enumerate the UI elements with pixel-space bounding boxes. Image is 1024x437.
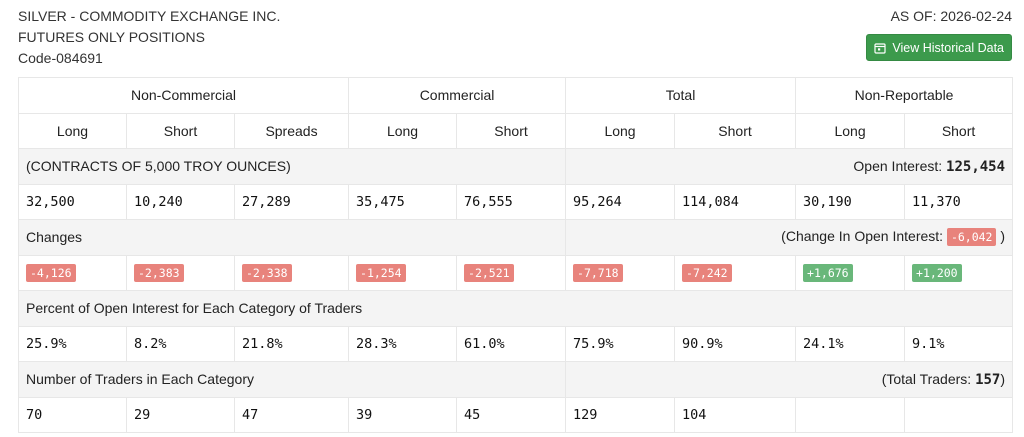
- table-cell: +1,200: [904, 254, 1014, 291]
- table-cell: 70: [18, 396, 127, 433]
- change-badge: +1,676: [803, 263, 853, 282]
- contracts-label: (CONTRACTS OF 5,000 TROY OUNCES): [17, 148, 567, 185]
- commodity-code: Code-084691: [18, 50, 103, 66]
- change-badge: -1,254: [356, 263, 406, 282]
- total-traders-suffix: ): [1000, 370, 1006, 387]
- change-badge: -4,126: [26, 263, 76, 282]
- table-cell: -1,254: [348, 254, 458, 291]
- col-comm-short: Short: [456, 112, 567, 149]
- table-cell: -7,242: [674, 254, 797, 291]
- table-cell: 95,264: [565, 183, 676, 220]
- percent-section-row: Percent of Open Interest for Each Catego…: [17, 290, 1014, 327]
- group-header-row: Non-Commercial Commercial Total Non-Repo…: [17, 77, 1014, 114]
- table-cell: -7,718: [565, 254, 676, 291]
- total-traders-prefix: (Total Traders:: [881, 370, 976, 387]
- changes-label: Changes: [17, 219, 567, 256]
- col-noncomm-long: Long: [18, 112, 127, 149]
- col-noncomm-spreads: Spreads: [233, 112, 350, 149]
- table-cell: 129: [565, 396, 676, 433]
- group-non-reportable: Non-Reportable: [795, 77, 1014, 114]
- table-cell: 27,289: [233, 183, 350, 220]
- table-cell: 30,190: [795, 183, 906, 220]
- table-cell: 76,555: [456, 183, 567, 220]
- col-nonrep-long: Long: [795, 112, 906, 149]
- column-header-row: Long Short Spreads Long Short Long Short…: [18, 112, 1014, 149]
- change-badge: +1,200: [912, 263, 962, 282]
- col-total-short: Short: [674, 112, 797, 149]
- calendar-icon: [874, 42, 886, 54]
- open-interest-value: 125,454: [946, 158, 1006, 175]
- table-cell: 11,370: [904, 183, 1014, 220]
- table-cell: 61.0%: [456, 325, 567, 362]
- group-total: Total: [565, 77, 797, 114]
- table-cell: 9.1%: [904, 325, 1014, 362]
- percent-label: Percent of Open Interest for Each Catego…: [17, 290, 1014, 327]
- table-cell: 104: [674, 396, 797, 433]
- changes-section-row: Changes (Change In Open Interest: -6,042…: [17, 219, 1014, 256]
- position-type: FUTURES ONLY POSITIONS: [18, 29, 205, 45]
- table-cell: 21.8%: [233, 325, 350, 362]
- table-cell: 28.3%: [348, 325, 458, 362]
- view-historical-data-button[interactable]: View Historical Data: [866, 34, 1012, 61]
- table-cell: 39: [348, 396, 458, 433]
- table-cell: +1,676: [795, 254, 906, 291]
- table-cell: [795, 396, 906, 433]
- table-cell: 8.2%: [126, 325, 235, 362]
- change-badge: -7,718: [573, 263, 623, 282]
- col-comm-long: Long: [348, 112, 458, 149]
- total-traders: (Total Traders: 157): [565, 361, 1014, 398]
- contracts-values-row: 32,500 10,240 27,289 35,475 76,555 95,26…: [18, 183, 1014, 220]
- table-cell: 29: [126, 396, 235, 433]
- change-oi-suffix: ): [996, 228, 1006, 245]
- open-interest-label: Open Interest:: [853, 157, 947, 174]
- col-nonrep-short: Short: [904, 112, 1014, 149]
- group-non-commercial: Non-Commercial: [17, 77, 350, 114]
- open-interest: Open Interest: 125,454: [565, 148, 1014, 185]
- col-noncomm-short: Short: [126, 112, 235, 149]
- table-cell: 90.9%: [674, 325, 797, 362]
- as-of-date: AS OF: 2026-02-24: [890, 8, 1012, 24]
- table-cell: 24.1%: [795, 325, 906, 362]
- table-cell: 10,240: [126, 183, 235, 220]
- table-cell: 47: [233, 396, 350, 433]
- change-badge: -7,242: [682, 263, 732, 282]
- table-cell: -2,338: [233, 254, 350, 291]
- change-badge: -2,338: [242, 263, 292, 282]
- change-open-interest: (Change In Open Interest: -6,042 ): [565, 219, 1014, 256]
- table-cell: 32,500: [18, 183, 127, 220]
- report-header: SILVER - COMMODITY EXCHANGE INC. FUTURES…: [18, 6, 1012, 70]
- positions-table: Non-Commercial Commercial Total Non-Repo…: [17, 77, 1014, 433]
- change-badge: -2,383: [134, 263, 184, 282]
- contracts-section-row: (CONTRACTS OF 5,000 TROY OUNCES) Open In…: [17, 148, 1014, 185]
- changes-values-row: -4,126 -2,383 -2,338 -1,254 -2,521 -7,71…: [18, 254, 1014, 291]
- table-cell: 35,475: [348, 183, 458, 220]
- table-cell: 45: [456, 396, 567, 433]
- col-total-long: Long: [565, 112, 676, 149]
- percent-values-row: 25.9% 8.2% 21.8% 28.3% 61.0% 75.9% 90.9%…: [18, 325, 1014, 362]
- table-cell: -2,383: [126, 254, 235, 291]
- change-oi-badge: -6,042: [946, 228, 997, 247]
- report-title-block: SILVER - COMMODITY EXCHANGE INC. FUTURES…: [18, 6, 280, 69]
- table-cell: [904, 396, 1014, 433]
- table-cell: 114,084: [674, 183, 797, 220]
- table-cell: -4,126: [18, 254, 127, 291]
- table-cell: -2,521: [456, 254, 567, 291]
- group-commercial: Commercial: [348, 77, 567, 114]
- traders-label: Number of Traders in Each Category: [17, 361, 567, 398]
- traders-values-row: 70 29 47 39 45 129 104: [18, 396, 1014, 433]
- table-cell: 75.9%: [565, 325, 676, 362]
- table-cell: 25.9%: [18, 325, 127, 362]
- commodity-title: SILVER - COMMODITY EXCHANGE INC.: [18, 8, 281, 24]
- view-historical-data-label: View Historical Data: [892, 40, 1004, 55]
- traders-section-row: Number of Traders in Each Category (Tota…: [17, 361, 1014, 398]
- change-badge: -2,521: [464, 263, 514, 282]
- total-traders-value: 157: [975, 371, 1001, 388]
- change-oi-prefix: (Change In Open Interest:: [781, 228, 947, 245]
